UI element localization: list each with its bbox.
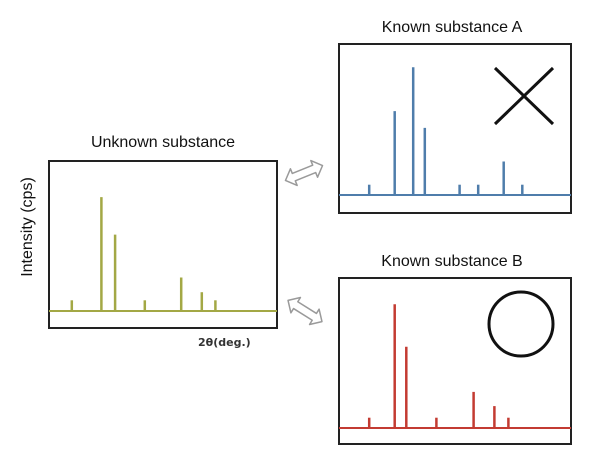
unknown-peaks — [70, 197, 217, 311]
known-a-panel-title: Known substance A — [382, 19, 523, 36]
known-a-panel-frame — [338, 43, 572, 214]
x-axis-label: 2θ(deg.) — [198, 336, 251, 349]
double-arrow-icon — [287, 296, 323, 326]
compare-arrow-b — [287, 296, 323, 326]
unknown-panel-title: Unknown substance — [91, 134, 235, 151]
circle-icon — [487, 290, 555, 358]
y-axis-label: Intensity (cps) — [19, 177, 36, 277]
unknown-panel — [48, 160, 278, 329]
known-b-peaks — [367, 304, 510, 428]
cross-icon — [493, 66, 555, 126]
known-a-panel — [338, 43, 572, 214]
known-b-panel-frame — [338, 277, 572, 445]
compare-arrow-a — [284, 159, 324, 187]
unknown-panel-frame — [48, 160, 278, 329]
known-b-panel — [338, 277, 572, 445]
double-arrow-icon — [284, 159, 324, 187]
known-b-panel-title: Known substance B — [381, 253, 522, 270]
known-a-peaks — [367, 67, 524, 195]
